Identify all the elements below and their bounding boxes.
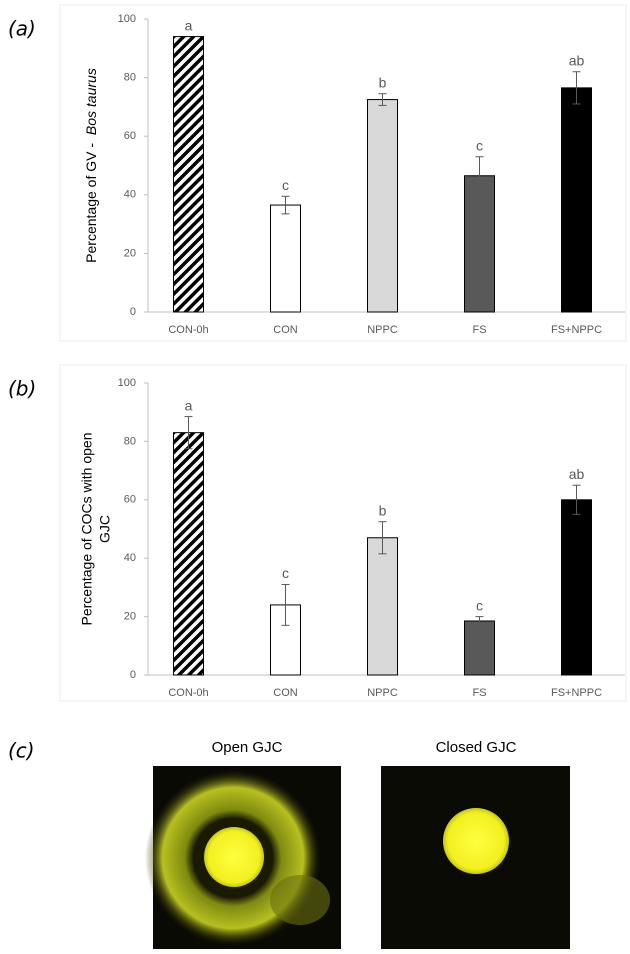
y-axis-title: Percentage of GV - Bos taurus — [83, 68, 99, 263]
y-axis-title: Percentage of COCs with open — [79, 433, 95, 626]
y-tick-label: 20 — [124, 611, 136, 623]
significance-letter: c — [282, 565, 289, 581]
significance-letter: a — [185, 397, 193, 413]
x-tick-label: CON — [273, 324, 298, 336]
bar — [465, 176, 495, 312]
chart-frame — [60, 5, 626, 341]
significance-letter: a — [185, 17, 193, 33]
y-tick-label: 80 — [124, 435, 136, 447]
y-tick-label: 60 — [124, 130, 136, 142]
micrograph — [381, 766, 570, 949]
micrograph — [145, 766, 341, 949]
y-tick-label: 0 — [130, 306, 136, 318]
significance-letter: c — [282, 177, 289, 193]
bar — [368, 100, 398, 312]
panel-label: (b) — [8, 377, 36, 401]
chart-frame — [60, 365, 626, 701]
y-axis-title: GJC — [97, 515, 113, 543]
y-tick-label: 0 — [130, 669, 136, 681]
figure: (c) Open GJC Closed GJC (a) 0 20 40 60 80 100 P… — [0, 0, 630, 949]
image-caption: Open GJC — [212, 739, 283, 756]
significance-letter: b — [379, 74, 387, 90]
panel-label: (c) — [8, 739, 35, 763]
bar — [174, 37, 204, 312]
significance-letter: c — [476, 597, 483, 613]
x-tick-label: NPPC — [367, 687, 398, 699]
x-tick-label: FS — [472, 687, 486, 699]
y-tick-label: 40 — [124, 189, 136, 201]
x-tick-label: FS — [472, 324, 486, 336]
panel-label: (a) — [8, 17, 36, 41]
y-tick-label: 20 — [124, 247, 136, 259]
y-axis-title-part: Bos taurus — [83, 68, 99, 135]
significance-letter: ab — [569, 466, 585, 482]
bar — [271, 205, 301, 312]
bar — [368, 538, 398, 675]
x-tick-label: CON — [273, 687, 298, 699]
bar — [562, 88, 592, 312]
y-axis-title-part: Percentage of GV - — [83, 139, 99, 263]
x-tick-label: CON-0h — [168, 687, 208, 699]
y-tick-label: 80 — [124, 72, 136, 84]
x-tick-label: FS+NPPC — [551, 324, 602, 336]
y-tick-label: 60 — [124, 494, 136, 506]
y-tick-label: 100 — [118, 377, 136, 389]
x-tick-label: NPPC — [367, 324, 398, 336]
bar — [562, 500, 592, 675]
bar — [174, 433, 204, 675]
significance-letter: ab — [569, 52, 585, 68]
bar — [465, 621, 495, 675]
significance-letter: c — [476, 137, 483, 153]
x-tick-label: FS+NPPC — [551, 687, 602, 699]
image-caption: Closed GJC — [436, 739, 517, 756]
x-tick-label: CON-0h — [168, 324, 208, 336]
significance-letter: b — [379, 502, 387, 518]
y-tick-label: 100 — [118, 13, 136, 25]
y-tick-label: 40 — [124, 552, 136, 564]
